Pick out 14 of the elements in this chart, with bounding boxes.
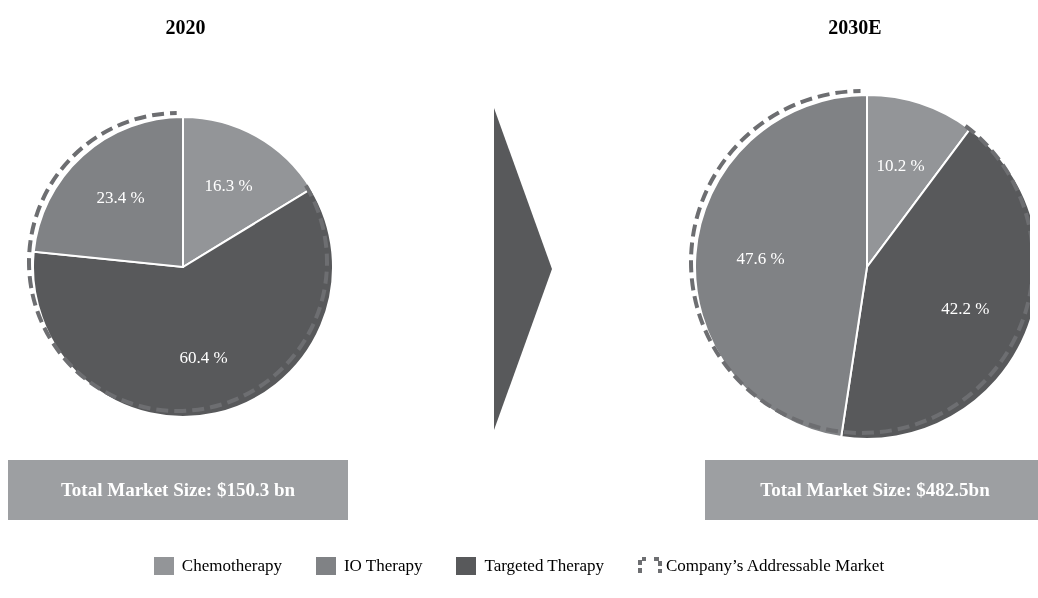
chart-title: 2030E [827, 16, 883, 39]
data-label: 23.4 % [96, 188, 145, 208]
legend-label: Targeted Therapy [483, 556, 604, 576]
chart-title: 2020 [164, 16, 207, 39]
legend-label: Chemotherapy [180, 556, 282, 576]
data-label: 10.2 % [876, 156, 925, 176]
data-label: 47.6 % [736, 249, 785, 269]
text: Company’s Addressable Market [665, 556, 885, 576]
data-label: 60.4 % [179, 348, 228, 368]
legend-label: IO Therapy [342, 556, 423, 576]
text: Total Market Size: $150.3 bn [8, 460, 348, 520]
data-label: 16.3 % [204, 176, 253, 196]
data-label: 42.2 % [941, 298, 990, 318]
text: Total Market Size: $482.5bn [705, 460, 1038, 520]
